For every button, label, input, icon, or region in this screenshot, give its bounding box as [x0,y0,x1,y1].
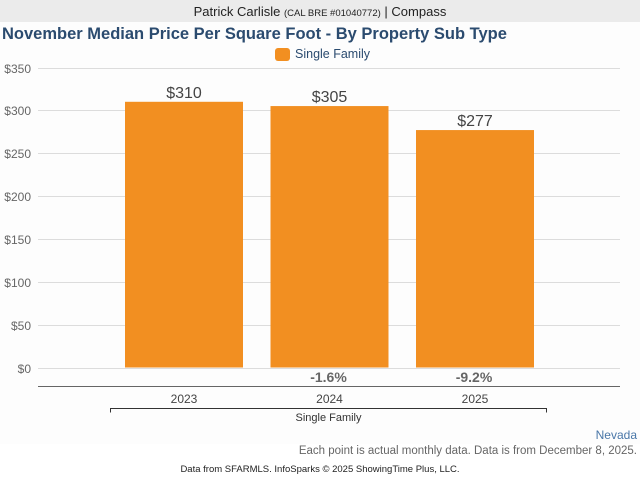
value-labels: $310 $305 -1.6% $277 -9.2% [166,85,493,385]
data-note: Each point is actual monthly data. Data … [298,445,637,457]
chart-legend[interactable]: Single Family [275,46,370,62]
x-tick-label: 2024 [316,392,343,406]
bar [270,106,389,368]
group-label: Single Family [295,412,362,424]
y-tick-label: $200 [4,190,31,204]
x-axis: 2023 2024 2025 Single Family [38,386,620,424]
agent-name: Patrick Carlisle [193,4,281,19]
legend-label: Single Family [295,47,371,61]
agent-header-bar: Patrick Carlisle (CAL BRE #01040772) | C… [0,0,640,22]
bar-value-label: $310 [166,85,202,102]
bar [125,101,243,368]
y-tick-label: $350 [4,62,31,76]
group-bracket [110,408,547,413]
legend-swatch-icon [275,47,290,61]
bar [416,130,534,368]
bar-value-label: $305 [312,89,348,106]
y-tick-label: $100 [4,276,31,290]
x-tick-label: 2025 [462,392,489,406]
y-tick-label: $150 [4,233,31,247]
percent-change-label: -9.2% [456,369,493,385]
y-tick-label: $300 [4,104,31,118]
x-tick-label: 2023 [171,392,198,406]
percent-change-label: -1.6% [310,369,347,385]
agent-license: (CAL BRE #01040772) [283,8,381,19]
region-link[interactable]: Nevada [595,428,637,442]
y-tick-label: $250 [4,147,31,161]
brokerage-name: Compass [391,4,447,19]
data-source-footer: Data from SFARMLS. InfoSparks © 2025 Sho… [180,464,460,475]
y-tick-label: $0 [18,362,32,376]
bar-value-label: $277 [457,113,493,130]
header-separator: | [384,4,388,19]
y-axis-ticks: $0 $50 $100 $150 $200 $250 $300 $350 [4,62,31,376]
bars [125,101,534,368]
y-tick-label: $50 [11,319,31,333]
chart-title: November Median Price Per Square Foot - … [2,25,507,43]
